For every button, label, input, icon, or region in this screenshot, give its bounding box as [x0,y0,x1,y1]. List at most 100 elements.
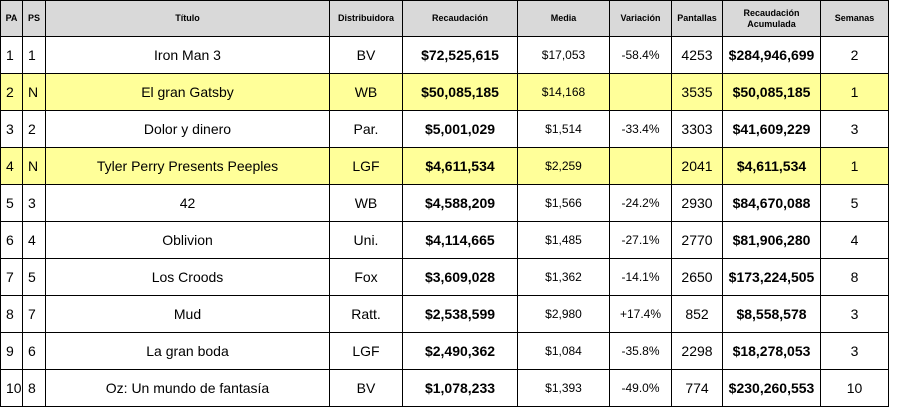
cell-pa: 2 [0,73,23,111]
header-gross: Recaudación [402,0,518,37]
cell-cumulative: $230,260,553 [722,369,821,407]
cell-average: $1,566 [517,184,610,222]
table-row: 8 7 Mud Ratt. $2,538,599 $2,980 +17.4% 8… [0,295,889,333]
cell-change: -49.0% [609,369,672,407]
cell-weeks: 3 [820,332,889,370]
cell-change: -35.8% [609,332,672,370]
cell-average: $1,362 [517,258,610,296]
cell-pa: 9 [0,332,23,370]
cell-title: Tyler Perry Presents Peeples [45,147,330,185]
header-cumulative: Recaudación Acumulada [722,0,821,37]
table-row: 4 N Tyler Perry Presents Peeples LGF $4,… [0,147,889,185]
cell-change [609,73,672,111]
cell-gross: $2,490,362 [402,332,518,370]
cell-title: Iron Man 3 [45,36,330,74]
cell-distributor: Fox [329,258,403,296]
header-row: PA PS Título Distribuidora Recaudación M… [0,0,889,37]
cell-ps: 2 [22,110,46,148]
cell-weeks: 1 [820,147,889,185]
cell-weeks: 3 [820,110,889,148]
cell-ps: 7 [22,295,46,333]
table-row: 7 5 Los Croods Fox $3,609,028 $1,362 -14… [0,258,889,296]
cell-title: Los Croods [45,258,330,296]
cell-average: $1,514 [517,110,610,148]
cell-screens: 774 [671,369,723,407]
cell-change: +17.4% [609,295,672,333]
cell-screens: 4253 [671,36,723,74]
cell-ps: 8 [22,369,46,407]
header-title: Título [45,0,330,37]
table-body: 1 1 Iron Man 3 BV $72,525,615 $17,053 -5… [0,36,889,407]
cell-gross: $4,588,209 [402,184,518,222]
cell-change: -24.2% [609,184,672,222]
cell-gross: $3,609,028 [402,258,518,296]
header-weeks: Semanas [820,0,889,37]
cell-change: -14.1% [609,258,672,296]
cell-distributor: BV [329,36,403,74]
cell-screens: 2930 [671,184,723,222]
cell-weeks: 1 [820,73,889,111]
cell-ps: 4 [22,221,46,259]
cell-pa: 6 [0,221,23,259]
cell-weeks: 10 [820,369,889,407]
table-row: 1 1 Iron Man 3 BV $72,525,615 $17,053 -5… [0,36,889,74]
header-cumulative-line1: Recaudación [743,7,800,18]
cell-cumulative: $8,558,578 [722,295,821,333]
cell-average: $1,084 [517,332,610,370]
cell-gross: $50,085,185 [402,73,518,111]
cell-distributor: LGF [329,147,403,185]
cell-cumulative: $81,906,280 [722,221,821,259]
cell-title: Dolor y dinero [45,110,330,148]
cell-screens: 2041 [671,147,723,185]
cell-distributor: LGF [329,332,403,370]
cell-distributor: Uni. [329,221,403,259]
cell-average: $1,393 [517,369,610,407]
cell-distributor: BV [329,369,403,407]
table-row: 6 4 Oblivion Uni. $4,114,665 $1,485 -27.… [0,221,889,259]
cell-title: El gran Gatsby [45,73,330,111]
cell-gross: $5,001,029 [402,110,518,148]
cell-title: La gran boda [45,332,330,370]
cell-distributor: WB [329,184,403,222]
cell-cumulative: $84,670,088 [722,184,821,222]
cell-cumulative: $173,224,505 [722,258,821,296]
cell-ps: N [22,147,46,185]
cell-gross: $4,114,665 [402,221,518,259]
cell-ps: N [22,73,46,111]
cell-gross: $72,525,615 [402,36,518,74]
cell-change: -33.4% [609,110,672,148]
header-distributor: Distribuidora [329,0,403,37]
header-cumulative-line2: Acumulada [747,18,796,29]
cell-pa: 1 [0,36,23,74]
cell-title: 42 [45,184,330,222]
cell-change: -27.1% [609,221,672,259]
header-average: Media [517,0,610,37]
header-change: Variación [609,0,672,37]
cell-weeks: 5 [820,184,889,222]
table-row: 10 8 Oz: Un mundo de fantasía BV $1,078,… [0,369,889,407]
cell-weeks: 2 [820,36,889,74]
cell-weeks: 4 [820,221,889,259]
cell-title: Mud [45,295,330,333]
cell-distributor: WB [329,73,403,111]
cell-screens: 852 [671,295,723,333]
cell-ps: 6 [22,332,46,370]
header-ps: PS [22,0,46,37]
cell-gross: $1,078,233 [402,369,518,407]
cell-title: Oblivion [45,221,330,259]
cell-distributor: Ratt. [329,295,403,333]
cell-cumulative: $4,611,534 [722,147,821,185]
cell-ps: 3 [22,184,46,222]
cell-pa: 5 [0,184,23,222]
table-row: 2 N El gran Gatsby WB $50,085,185 $14,16… [0,73,889,111]
cell-cumulative: $284,946,699 [722,36,821,74]
cell-title: Oz: Un mundo de fantasía [45,369,330,407]
cell-distributor: Par. [329,110,403,148]
cell-weeks: 8 [820,258,889,296]
cell-cumulative: $41,609,229 [722,110,821,148]
cell-ps: 5 [22,258,46,296]
header-screens: Pantallas [671,0,723,37]
cell-pa: 4 [0,147,23,185]
cell-ps: 1 [22,36,46,74]
